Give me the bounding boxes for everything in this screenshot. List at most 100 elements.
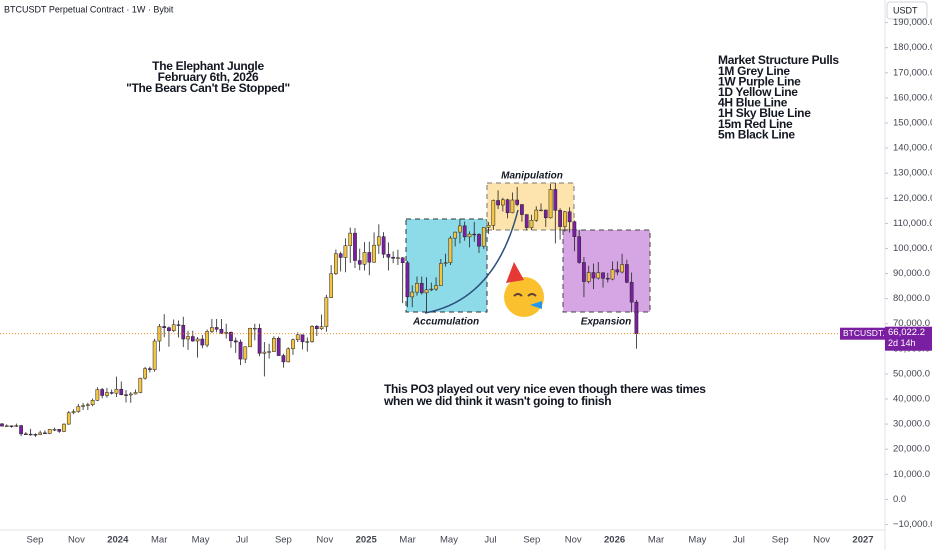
y-tick-label: 100,000.0 (893, 243, 932, 254)
candle-body (186, 336, 190, 340)
candle-body (181, 324, 186, 340)
y-tick-label: 70,000.0 (893, 318, 930, 329)
candle-body (143, 368, 147, 379)
candle-body (324, 297, 329, 327)
candle-body (634, 301, 639, 334)
candle-body (563, 211, 567, 227)
candle-body (353, 232, 357, 261)
candle-body (419, 283, 424, 294)
candle-body (52, 429, 57, 431)
x-tick-label: Mar (399, 535, 415, 546)
candle-body (314, 325, 319, 329)
curve-arrow (424, 209, 519, 314)
candle-body (505, 199, 510, 214)
candle-body (491, 200, 496, 226)
y-tick-label: 140,000.0 (893, 143, 932, 154)
candle-body (14, 425, 19, 427)
legend-line: 4H Blue Line (718, 96, 788, 110)
y-tick-label: 10,000.0 (893, 469, 930, 480)
candle-body (357, 260, 362, 265)
candle-body (128, 393, 133, 396)
candle-body (424, 289, 429, 294)
phase-label: Accumulation (412, 317, 479, 328)
candle-body (453, 231, 457, 239)
candle-body (376, 236, 381, 246)
candle-body (71, 411, 76, 414)
x-tick-label: 2026 (604, 535, 625, 546)
candle-body (467, 233, 472, 238)
candle-body (114, 388, 119, 394)
x-tick-label: Jul (236, 535, 248, 546)
candle-body (295, 334, 300, 341)
x-tick-label: 2025 (356, 535, 378, 546)
accumulation-box (405, 218, 488, 313)
candle-body (9, 425, 14, 427)
candle-body (28, 433, 33, 436)
candle-body (443, 262, 448, 264)
candle-body (66, 412, 71, 425)
y-tick-label: 30,000.0 (893, 419, 930, 430)
candle-body (291, 339, 295, 350)
candle-body (338, 253, 343, 258)
candle-body (152, 340, 157, 370)
candle-body (400, 257, 405, 263)
candle-body (367, 252, 372, 263)
currency: USDT (893, 5, 918, 15)
price-label: 66,022.2 (888, 327, 925, 338)
candle-body (410, 291, 415, 298)
note: This PO3 played out very nice even thoug… (384, 382, 706, 396)
y-tick-label: 0.0 (893, 494, 906, 505)
x-tick-label: Sep (27, 535, 44, 546)
candle-body (286, 348, 291, 363)
y-tick-label: 150,000.0 (893, 117, 932, 128)
note: when we did think it wasn't going to fin… (383, 394, 611, 408)
candle-body (438, 263, 443, 286)
candle-body (90, 400, 95, 406)
candle-body (610, 269, 615, 280)
candle-body (133, 392, 138, 395)
expansion-box (562, 229, 651, 313)
candle-body (543, 209, 548, 219)
legend-line: 5m Black Line (718, 127, 795, 141)
candle-body (481, 227, 486, 247)
candle-body (372, 244, 376, 263)
candle-body (171, 324, 176, 331)
candle-body (448, 237, 453, 263)
phase-label: Expansion (581, 317, 632, 328)
candle-body (86, 404, 90, 406)
x-tick-label: May (192, 535, 210, 546)
candle-body (148, 368, 152, 370)
x-tick-label: Nov (565, 535, 582, 546)
candle-body (601, 272, 605, 279)
candle-body (572, 221, 577, 237)
candle-body (238, 341, 243, 360)
candle-body (510, 199, 515, 214)
x-tick-label: Jul (484, 535, 496, 546)
candle-body (62, 423, 66, 432)
candle-body (248, 327, 252, 348)
candle-body (119, 388, 124, 395)
candle-body (620, 264, 624, 273)
candle-body (605, 278, 610, 280)
symbol-tag (840, 327, 885, 340)
candles (0, 182, 639, 437)
candle-body (520, 204, 524, 215)
candle-body (43, 432, 47, 434)
y-axis: −10,000.0 0.0 10,000.0 20,000.0 30,000.0 40,0… (885, 17, 932, 530)
candle-body (229, 331, 233, 342)
candle-body (496, 200, 500, 206)
candle-body (477, 234, 481, 247)
candle-body (300, 334, 305, 343)
candle-body (76, 406, 81, 412)
y-tick-label: −10,000.0 (893, 519, 932, 530)
price-tag (885, 326, 932, 351)
candle-body (343, 245, 348, 258)
y-tick-label: 110,000.0 (893, 218, 932, 229)
candle-body (596, 272, 601, 279)
candle-body (515, 199, 520, 205)
candle-body (558, 210, 562, 227)
candle-body (219, 328, 224, 334)
candle-body (319, 326, 324, 329)
x-tick-label: Sep (772, 535, 789, 546)
